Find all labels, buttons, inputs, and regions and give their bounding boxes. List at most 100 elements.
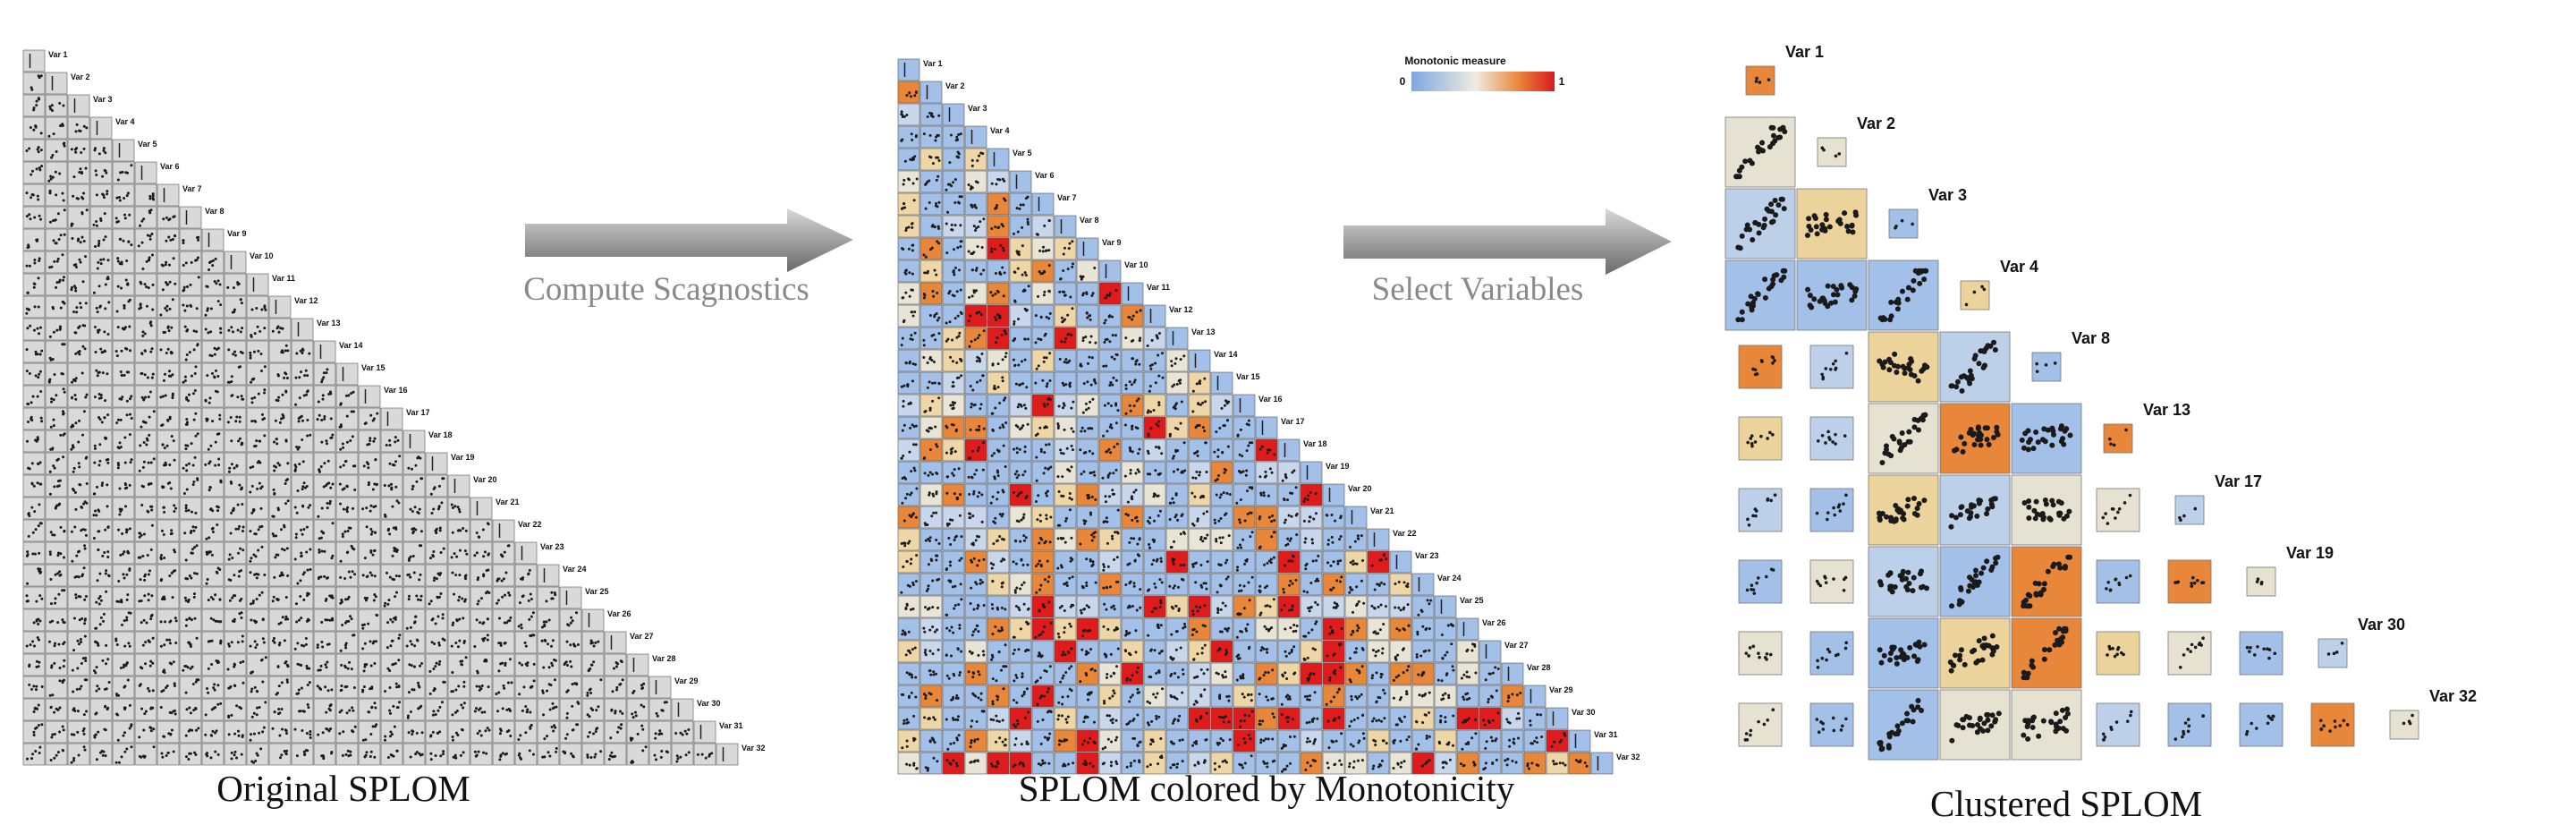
scatter-dot [143, 578, 147, 582]
scatter-dot [1063, 290, 1066, 293]
scatter-dot [614, 710, 617, 713]
scatter-dot [52, 330, 55, 334]
scatter-dot [26, 420, 30, 423]
scatter-dot [74, 377, 78, 380]
scatter-dot [463, 574, 467, 578]
scatter-dot [149, 481, 153, 485]
cell [201, 340, 225, 363]
scatter-dot [231, 596, 234, 600]
scatter-dot [163, 372, 166, 376]
scatter-dot [218, 417, 222, 421]
scatter-dot [420, 731, 424, 735]
scatter-dot [208, 460, 212, 464]
scatter-dot [462, 702, 466, 705]
cell [157, 586, 180, 609]
scatter-dot [904, 268, 908, 272]
cell [1009, 259, 1032, 283]
cell [626, 676, 649, 699]
scatter-dot [169, 238, 173, 242]
scatter-dot [1023, 470, 1027, 473]
scatter-dot [1198, 473, 1201, 477]
scatter-dot [140, 352, 144, 355]
scatter-dot [460, 703, 463, 707]
scatter-dot [61, 589, 64, 592]
scatter-dot [617, 726, 621, 729]
scatter-dot [974, 268, 978, 272]
scatter-dot [1015, 207, 1019, 210]
scatter-dot [343, 577, 347, 581]
cell [1009, 349, 1032, 372]
scatter-dot [237, 551, 241, 555]
cell [1076, 259, 1099, 283]
variable-label: Var 1 [48, 50, 68, 59]
scatter-dot [901, 501, 904, 505]
cell [693, 720, 716, 744]
scatter-dot [261, 618, 265, 622]
scatter-dot [439, 551, 443, 555]
scatter-dot [55, 150, 58, 154]
scatter-dot [81, 657, 85, 660]
scatter-dot [127, 370, 131, 374]
scatter-dot [350, 392, 353, 395]
scatter-dot [957, 467, 961, 471]
scatter-dot [1148, 364, 1152, 368]
scatter-dot [233, 350, 237, 353]
scatter-dot [911, 314, 915, 318]
scatter-dot [906, 385, 910, 388]
cell [335, 720, 359, 744]
scatter-dot [102, 147, 106, 150]
scatter-dot [365, 525, 369, 529]
scatter-dot [370, 706, 374, 710]
scatter-dot [372, 549, 376, 552]
scatter-dot [78, 618, 81, 622]
scatter-dot [1114, 334, 1117, 337]
scatter-dot [286, 462, 290, 465]
scatter-dot [369, 755, 372, 759]
cell [604, 720, 627, 744]
scatter-dot [106, 190, 109, 193]
scatter-dot [216, 506, 220, 509]
scatter-dot [365, 506, 369, 510]
scatter-dot [78, 258, 81, 261]
scatter-dot [1035, 500, 1038, 504]
scatter-dot [1087, 494, 1090, 498]
scatter-dot [950, 223, 953, 226]
scatter-dot [72, 733, 76, 736]
scatter-dot [1088, 355, 1091, 359]
scatter-dot [256, 753, 259, 757]
scatter-dot [55, 707, 58, 710]
scatter-dot [1107, 447, 1111, 451]
scatter-dot [72, 446, 75, 449]
scatter-dot [276, 374, 280, 378]
scatter-dot [103, 416, 106, 420]
scatter-dot [1175, 382, 1179, 386]
scatter-dot [547, 618, 551, 622]
scatter-dot [130, 395, 133, 398]
scatter-dot [38, 370, 42, 373]
scatter-dot [428, 669, 432, 673]
scatter-dot [284, 617, 287, 621]
scatter-dot [215, 282, 218, 285]
scatter-dot [451, 670, 454, 674]
scatter-dot [710, 752, 714, 755]
cell [67, 251, 90, 274]
cell [559, 608, 582, 632]
scatter-dot [1247, 419, 1250, 422]
scatter-dot [37, 150, 40, 154]
scatter-dot [62, 278, 65, 282]
scatter-dot [565, 640, 569, 643]
scatter-dot [117, 464, 121, 467]
scatter-dot [1216, 448, 1220, 452]
scatter-dot [540, 625, 544, 629]
scatter-dot [80, 170, 84, 174]
cell [45, 228, 68, 251]
scatter-dot [130, 243, 133, 247]
scatter-dot [462, 751, 465, 754]
scatter-dot [428, 692, 432, 695]
scatter-dot [923, 456, 927, 460]
cell [112, 139, 135, 162]
scatter-dot [345, 485, 349, 489]
scatter-dot [173, 215, 176, 218]
scatter-dot [74, 331, 78, 335]
scatter-dot [928, 380, 931, 384]
